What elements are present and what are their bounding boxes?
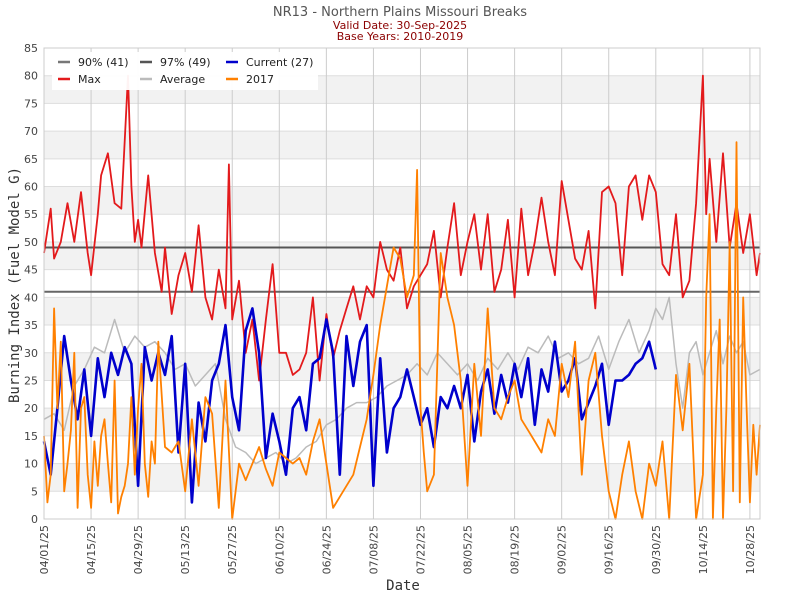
x-tick-label: 06/10/25 (273, 525, 286, 574)
y-tick-label: 20 (24, 402, 38, 415)
x-tick-label: 07/08/25 (367, 525, 380, 574)
series-line-max (43, 74, 761, 382)
chart-subtitle-valid-date: Valid Date: 30-Sep-2025 (333, 19, 467, 32)
y-tick-label: 30 (24, 347, 38, 360)
grid-band (44, 158, 760, 187)
grid-band (44, 214, 760, 242)
x-tick-label: 05/27/25 (226, 525, 239, 574)
y-tick-label: 25 (24, 374, 38, 387)
x-axis-label: Date (386, 578, 420, 594)
chart-subtitle-base-years: Base Years: 2010-2019 (337, 30, 463, 43)
y-tick-label: 5 (31, 485, 38, 498)
plot-frame (43, 47, 761, 520)
percentile-lines (44, 246, 760, 293)
chart-title: NR13 - Northern Plains Missouri Breaks (273, 5, 527, 20)
x-tick-label: 08/19/25 (509, 525, 522, 574)
legend-label: Average (160, 73, 205, 86)
x-tick-label: 04/01/25 (38, 525, 51, 574)
legend-label: Current (27) (246, 56, 313, 69)
series-lines (42, 74, 761, 520)
series-line-average (43, 296, 761, 465)
x-tick-label: 09/02/25 (556, 525, 569, 574)
y-tick-label: 60 (24, 181, 38, 194)
y-tick-label: 15 (24, 430, 38, 443)
y-tick-label: 70 (24, 125, 38, 138)
x-tick-label: 07/22/25 (414, 525, 427, 574)
y-tick-label: 45 (24, 264, 38, 277)
legend-label: 97% (49) (160, 56, 211, 69)
legend-label: 90% (41) (78, 56, 129, 69)
y-tick-label: 50 (24, 236, 38, 249)
x-tick-label: 09/30/25 (650, 525, 663, 574)
x-tick-label: 04/29/25 (132, 525, 145, 574)
y-tick-label: 65 (24, 153, 38, 166)
grid-band (44, 408, 760, 436)
y-axis-ticks: 0 5 10 15 20 25 30 35 40 45 50 55 60 65 70 75 80 85 (24, 42, 38, 526)
grid-band (44, 103, 760, 132)
legend-label: 2017 (246, 73, 274, 86)
series-line-current-27 (42, 307, 658, 504)
x-tick-label: 10/28/25 (744, 525, 757, 574)
x-tick-label: 06/24/25 (320, 525, 333, 574)
y-axis-label: Burning Index (Fuel Model G) (7, 167, 23, 403)
legend: 90% (41) 97% (49) Current (27) Max Average 20… (52, 52, 318, 90)
grid-band (44, 435, 760, 464)
x-axis-ticks: 04/01/25 04/15/25 04/29/25 05/13/25 05/27/25… (38, 525, 757, 574)
grid-band (44, 325, 760, 353)
y-tick-label: 55 (24, 208, 38, 221)
grid-band (44, 269, 760, 298)
grid-band (44, 131, 760, 159)
legend-box (52, 52, 318, 90)
x-tick-label: 04/15/25 (85, 525, 98, 574)
y-tick-label: 0 (31, 513, 38, 526)
y-tick-label: 35 (24, 319, 38, 332)
x-tick-label: 09/16/25 (603, 525, 616, 574)
grid-band (44, 297, 760, 326)
y-tick-label: 40 (24, 291, 38, 304)
y-tick-label: 80 (24, 70, 38, 83)
x-tick-label: 05/13/25 (179, 525, 192, 574)
series-line-2017 (43, 141, 761, 520)
x-tick-label: 10/14/25 (697, 525, 710, 574)
y-tick-label: 10 (24, 458, 38, 471)
grid-band (44, 491, 760, 519)
grid-band (44, 463, 760, 492)
y-tick-label: 85 (24, 42, 38, 55)
y-tick-label: 75 (24, 97, 38, 110)
x-tick-label: 08/05/25 (462, 525, 475, 574)
legend-label: Max (78, 73, 101, 86)
